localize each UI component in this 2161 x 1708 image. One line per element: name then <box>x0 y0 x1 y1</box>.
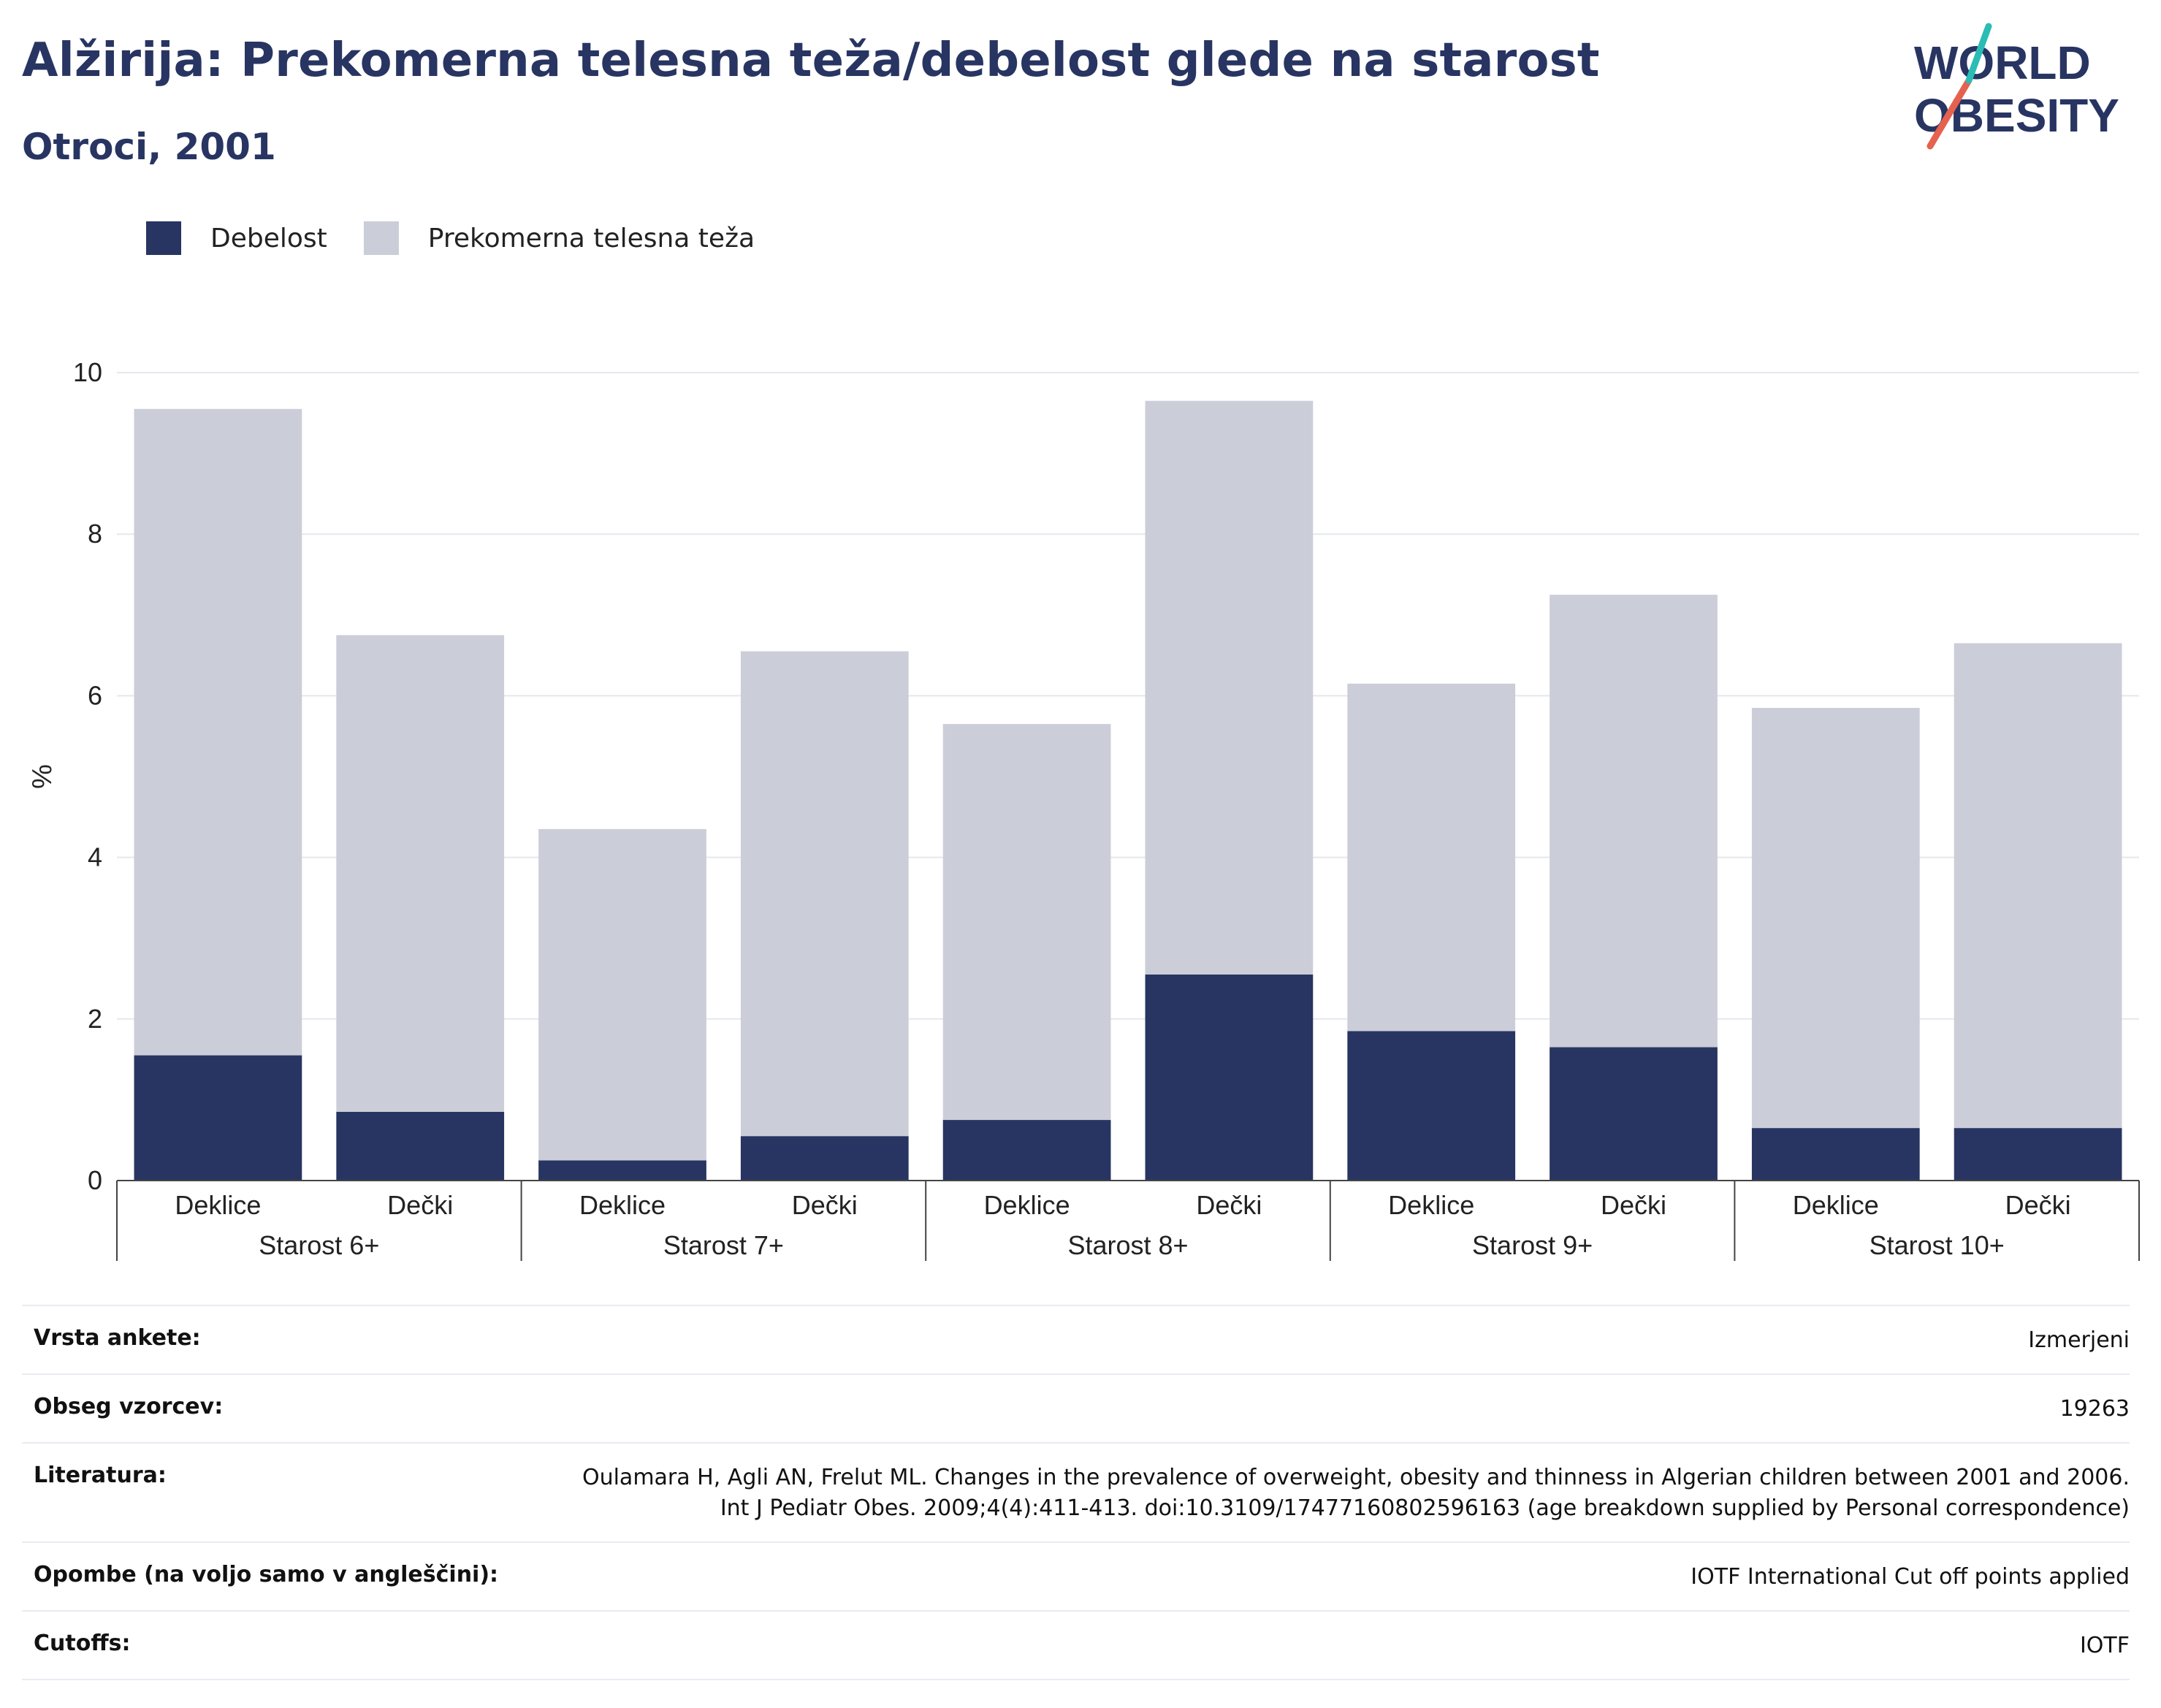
info-value: Izmerjeni <box>2028 1327 2130 1353</box>
info-key: Opombe (na voljo samo v angleščini): <box>34 1562 499 1587</box>
logo-slash-red <box>1926 77 1973 150</box>
bar-overweight <box>134 408 302 1056</box>
info-value: IOTF International Cut off points applie… <box>1691 1564 2130 1590</box>
bar-obesity <box>1145 974 1314 1181</box>
legend-item-overweight[interactable]: Prekomerna telesna teža <box>363 221 755 255</box>
x-category-label: Dečki <box>792 1190 858 1220</box>
info-value: Oulamara H, Agli AN, Frelut ML. Changes … <box>582 1465 2130 1521</box>
info-table: Vrsta ankete: Izmerjeni Obseg vzorcev: 1… <box>22 1305 2130 1680</box>
x-category-label: Deklice <box>984 1190 1070 1220</box>
bar-overweight <box>1954 643 2122 1129</box>
x-group-label: Starost 10+ <box>1870 1230 2005 1260</box>
info-row-survey-type: Vrsta ankete: Izmerjeni <box>22 1305 2130 1373</box>
stacked-bar-chart: 0 2 4 6 8 10% Deklice Dečki Deklice Dečki Deklice D… <box>27 357 2140 1261</box>
bar-obesity <box>740 1136 909 1181</box>
bar-obesity <box>942 1120 1111 1181</box>
x-category-label: Dečki <box>2005 1190 2071 1220</box>
bar-obesity <box>336 1111 505 1181</box>
x-category-label: Dečki <box>1601 1190 1666 1220</box>
x-category-label: Dečki <box>387 1190 453 1220</box>
legend: Debelost Prekomerna telesna teža <box>146 216 791 260</box>
y-axis-label: % <box>27 764 58 789</box>
bar-obesity <box>1550 1047 1718 1181</box>
x-group-label: Starost 6+ <box>259 1230 379 1260</box>
info-row-literature: Literatura: Oulamara H, Agli AN, Frelut … <box>22 1442 2130 1541</box>
chart-subtitle: Otroci, 2001 <box>22 126 276 168</box>
legend-swatch-obesity <box>146 221 181 255</box>
y-tick-label: 8 <box>88 519 102 549</box>
info-value: 19263 <box>2059 1396 2130 1422</box>
y-tick-label: 10 <box>73 357 102 387</box>
legend-swatch-overweight <box>363 221 399 255</box>
x-category-label: Deklice <box>579 1190 666 1220</box>
bar-obesity <box>1954 1128 2122 1181</box>
chart-title: Alžirija: Prekomerna telesna teža/debelo… <box>22 34 1600 88</box>
logo-slash-teal <box>1965 23 1992 84</box>
y-tick-label: 0 <box>88 1165 102 1195</box>
bar-overweight <box>1347 683 1516 1032</box>
world-obesity-logo: WORLD OBESITY <box>1914 23 2119 150</box>
x-group-label: Starost 8+ <box>1067 1230 1188 1260</box>
info-key: Vrsta ankete: <box>34 1325 201 1351</box>
legend-label-overweight: Prekomerna telesna teža <box>427 223 755 253</box>
legend-item-obesity[interactable]: Debelost <box>146 221 327 255</box>
y-tick-label: 6 <box>88 680 102 710</box>
info-key: Cutoffs: <box>34 1631 131 1656</box>
bar-overweight <box>336 635 505 1112</box>
y-tick-label: 2 <box>88 1004 102 1034</box>
x-group-label: Starost 7+ <box>663 1230 784 1260</box>
x-group-label: Starost 9+ <box>1472 1230 1593 1260</box>
logo-line-1: WORLD <box>1914 37 2091 89</box>
bar-overweight <box>1145 400 1314 975</box>
bar-obesity <box>538 1160 706 1181</box>
bar-overweight <box>1550 595 1718 1048</box>
bar-overweight <box>740 651 909 1137</box>
info-row-sample-size: Obseg vzorcev: 19263 <box>22 1373 2130 1442</box>
x-category-label: Deklice <box>1388 1190 1474 1220</box>
info-row-cutoffs: Cutoffs: IOTF <box>22 1610 2130 1680</box>
info-key: Obseg vzorcev: <box>34 1394 224 1419</box>
bar-overweight <box>538 828 706 1161</box>
bar-obesity <box>134 1055 302 1181</box>
x-category-label: Dečki <box>1196 1190 1262 1220</box>
bar-obesity <box>1751 1128 1920 1181</box>
x-category-label: Deklice <box>175 1190 261 1220</box>
x-category-label: Deklice <box>1793 1190 1879 1220</box>
info-row-notes: Opombe (na voljo samo v angleščini): IOT… <box>22 1541 2130 1610</box>
y-tick-label: 4 <box>88 842 102 872</box>
legend-label-obesity: Debelost <box>210 223 327 253</box>
info-value: IOTF <box>2079 1633 2130 1658</box>
info-key: Literatura: <box>34 1463 167 1488</box>
bar-obesity <box>1347 1031 1516 1181</box>
bar-overweight <box>1751 707 1920 1129</box>
bar-overweight <box>942 724 1111 1121</box>
